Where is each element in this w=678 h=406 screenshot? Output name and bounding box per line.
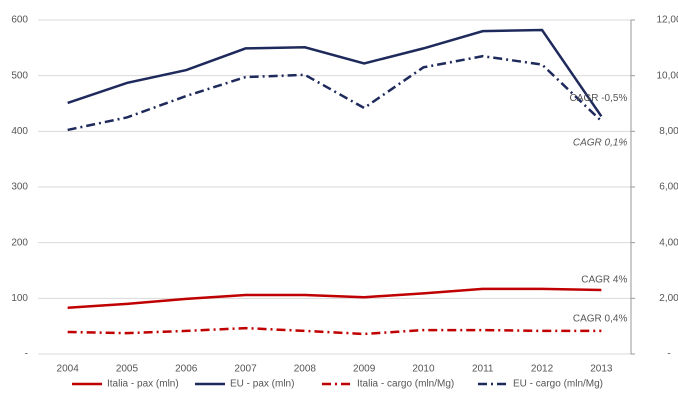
legend-label: Italia - cargo (mln/Mg) xyxy=(357,379,454,390)
x-tick-label: 2008 xyxy=(294,364,317,375)
series-line xyxy=(67,54,603,132)
y-tick-label: 500 xyxy=(11,70,28,81)
legend-label: EU - pax (mln) xyxy=(230,379,294,390)
annotation: CAGR -0,5% xyxy=(570,93,628,104)
y-tick-label: 100 xyxy=(11,293,28,304)
y-tick-label: 300 xyxy=(11,182,28,193)
x-tick-label: 2006 xyxy=(175,364,198,375)
y2-tick-label: - xyxy=(667,349,670,360)
y2-tick-label: 10,00 xyxy=(656,70,678,81)
x-tick-label: 2011 xyxy=(472,364,494,375)
x-tick-label: 2012 xyxy=(531,364,554,375)
x-tick-label: 2009 xyxy=(353,364,376,375)
series-line xyxy=(67,287,602,310)
y2-tick-label: 8,00 xyxy=(659,126,678,137)
x-tick-label: 2004 xyxy=(57,364,80,375)
x-tick-label: 2005 xyxy=(116,364,139,375)
annotation: CAGR 0,1% xyxy=(573,138,628,149)
annotation: CAGR 4% xyxy=(581,275,627,286)
y-tick-label: 600 xyxy=(11,15,28,26)
legend-label: Italia - pax (mln) xyxy=(107,379,179,390)
y2-tick-label: 6,00 xyxy=(659,182,678,193)
legend-label: EU - cargo (mln/Mg) xyxy=(513,379,603,390)
y2-tick-label: 12,00 xyxy=(656,15,678,26)
series-line xyxy=(67,28,603,118)
y2-tick-label: 2,00 xyxy=(659,293,678,304)
y-tick-label: 400 xyxy=(11,126,28,137)
x-tick-label: 2013 xyxy=(590,364,613,375)
y-tick-label: - xyxy=(25,349,28,360)
x-tick-label: 2010 xyxy=(412,364,435,375)
y2-tick-label: 4,00 xyxy=(659,237,678,248)
x-tick-label: 2007 xyxy=(234,364,257,375)
y-tick-label: 200 xyxy=(11,237,28,248)
series-line xyxy=(67,326,602,336)
annotation: CAGR 0,4% xyxy=(573,314,628,325)
